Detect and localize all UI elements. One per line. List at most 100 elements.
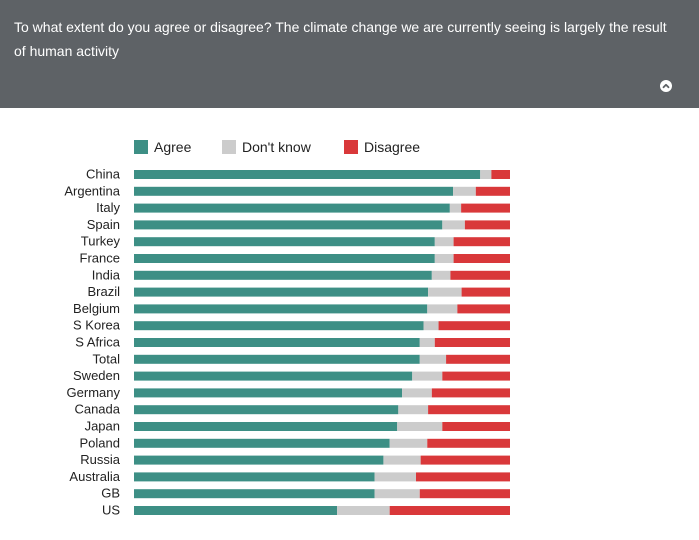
bar-segment-agree <box>134 287 429 297</box>
bar-segment-dont-know <box>337 506 390 515</box>
bar-segment-agree <box>134 388 403 398</box>
category-label: China <box>86 167 121 182</box>
bar-segment-agree <box>134 338 420 347</box>
bar-row: Spain <box>87 217 510 232</box>
bar-segment-dont-know <box>419 354 447 364</box>
legend-label: Disagree <box>364 139 420 155</box>
category-label: S Africa <box>75 335 121 350</box>
bar-row: India <box>92 267 510 282</box>
category-label: Belgium <box>73 301 120 316</box>
legend-swatch <box>222 140 236 154</box>
bar-segment-dont-know <box>398 405 429 415</box>
bar-row: Australia <box>69 469 510 484</box>
bar-segment-agree <box>134 489 375 499</box>
category-label: Turkey <box>81 234 121 249</box>
bar-segment-disagree <box>442 422 510 431</box>
bar-segment-agree <box>134 254 435 263</box>
bar-segment-disagree <box>427 438 510 448</box>
bar-segment-agree <box>134 472 375 482</box>
bar-segment-dont-know <box>374 489 420 499</box>
bar-segment-dont-know <box>442 220 465 230</box>
bar-segment-disagree <box>450 270 510 280</box>
bar-segment-agree <box>134 304 428 314</box>
category-label: Italy <box>96 200 120 215</box>
bar-segment-dont-know <box>449 203 462 213</box>
bar-segment-disagree <box>419 489 510 499</box>
bar-segment-dont-know <box>431 270 451 280</box>
bar-segment-disagree <box>453 254 510 263</box>
bar-segment-disagree <box>446 354 510 364</box>
bar-segment-disagree <box>420 455 510 465</box>
bar-segment-agree <box>134 270 432 280</box>
bar-segment-agree <box>134 438 390 448</box>
category-label: Argentina <box>64 183 120 198</box>
bar-row: Germany <box>67 385 510 400</box>
chevron-up-icon[interactable] <box>660 80 672 92</box>
bar-segment-dont-know <box>383 455 421 465</box>
bar-segment-disagree <box>453 237 510 247</box>
category-label: Russia <box>80 452 121 467</box>
bar-segment-dont-know <box>397 422 443 431</box>
bar-segment-agree <box>134 237 435 247</box>
category-label: S Korea <box>73 318 121 333</box>
category-label: Canada <box>74 402 120 417</box>
bar-row: Poland <box>80 435 510 450</box>
bar-segment-agree <box>134 422 398 431</box>
bar-segment-disagree <box>416 472 510 482</box>
bar-row: Argentina <box>64 183 510 198</box>
bar-segment-disagree <box>434 338 510 347</box>
bar-row: Turkey <box>81 234 510 249</box>
bar-segment-dont-know <box>402 388 432 398</box>
bar-segment-agree <box>134 371 413 381</box>
bar-row: Sweden <box>73 368 510 383</box>
category-label: Sweden <box>73 368 120 383</box>
bar-row: Japan <box>85 419 510 434</box>
question-header: To what extent do you agree or disagree?… <box>0 0 699 108</box>
bar-segment-dont-know <box>434 254 454 263</box>
bar-row: Italy <box>96 200 510 215</box>
bar-segment-disagree <box>389 506 510 515</box>
bar-segment-disagree <box>475 186 510 196</box>
bar-row: Total <box>93 351 510 366</box>
category-label: Poland <box>80 435 120 450</box>
bar-row: Canada <box>74 402 510 417</box>
bar-segment-agree <box>134 405 399 415</box>
bar-row: GB <box>101 486 510 501</box>
bar-segment-disagree <box>461 203 510 213</box>
bar-segment-agree <box>134 220 443 230</box>
bar-segment-agree <box>134 455 384 465</box>
question-text: To what extent do you agree or disagree?… <box>14 19 667 59</box>
bar-segment-dont-know <box>419 338 435 347</box>
category-label: Brazil <box>87 284 120 299</box>
bar-segment-agree <box>134 354 420 364</box>
category-label: Total <box>93 351 121 366</box>
category-label: Australia <box>69 469 120 484</box>
bar-segment-agree <box>134 321 424 331</box>
bar-segment-disagree <box>438 321 510 331</box>
bar-segment-agree <box>134 186 454 196</box>
bar-segment-agree <box>134 506 338 515</box>
bar-segment-dont-know <box>427 304 458 314</box>
legend-item-1: Don't know <box>222 139 312 155</box>
bar-row: France <box>80 251 510 266</box>
bar-segment-dont-know <box>389 438 428 448</box>
legend-item-0: Agree <box>134 139 192 155</box>
legend-swatch <box>134 140 148 154</box>
legend-label: Don't know <box>242 139 312 155</box>
bar-segment-disagree <box>428 405 510 415</box>
category-label: Germany <box>67 385 121 400</box>
legend-item-2: Disagree <box>344 139 420 155</box>
bar-row: S Korea <box>73 318 510 333</box>
bar-row: Belgium <box>73 301 510 316</box>
bar-segment-dont-know <box>412 371 443 381</box>
category-label: France <box>80 251 120 266</box>
bar-segment-agree <box>134 203 450 213</box>
legend-label: Agree <box>154 139 192 155</box>
bar-segment-dont-know <box>428 287 462 297</box>
category-label: GB <box>101 486 120 501</box>
category-label: Spain <box>87 217 120 232</box>
bar-segment-dont-know <box>453 186 476 196</box>
bar-row: S Africa <box>75 335 510 350</box>
bar-segment-dont-know <box>480 170 492 179</box>
